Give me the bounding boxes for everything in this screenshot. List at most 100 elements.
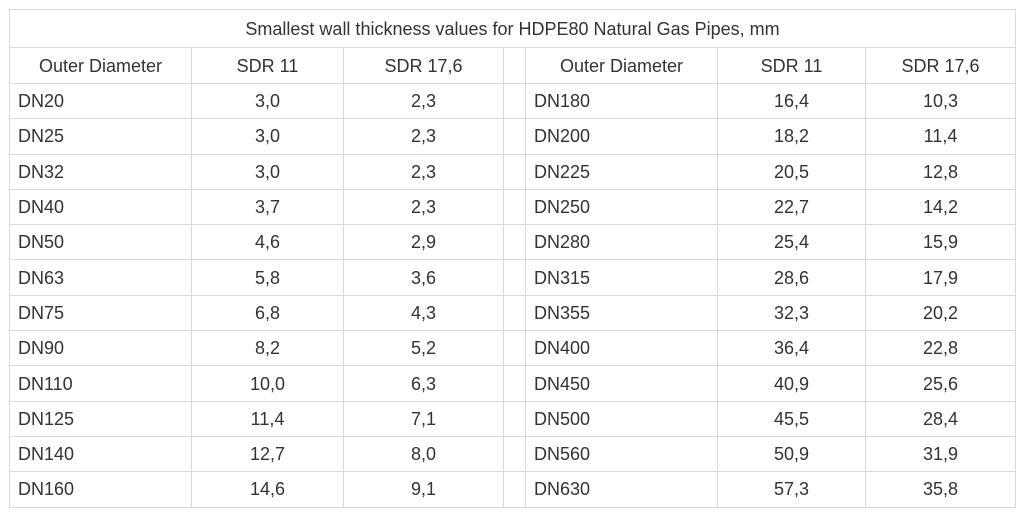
cell-sdr11-right: 28,6: [717, 259, 866, 296]
column-gap: [503, 118, 526, 155]
cell-outer-diameter-left: DN110: [9, 365, 192, 402]
cell-sdr11-left: 14,6: [191, 471, 344, 508]
table-row: DN90 8,2 5,2 DN400 36,4 22,8: [9, 330, 1017, 367]
cell-outer-diameter-right: DN180: [525, 82, 718, 120]
column-gap: [503, 259, 526, 296]
cell-sdr176-left: 3,6: [343, 259, 504, 296]
cell-outer-diameter-left: DN90: [9, 330, 192, 367]
column-gap: [503, 47, 526, 84]
cell-sdr11-left: 4,6: [191, 224, 344, 261]
column-gap: [503, 435, 526, 473]
cell-outer-diameter-left: DN160: [9, 471, 192, 508]
cell-sdr11-right: 45,5: [717, 400, 866, 437]
cell-sdr176-right: 20,2: [864, 294, 1017, 332]
cell-sdr176-right: 17,9: [864, 259, 1017, 296]
cell-outer-diameter-right: DN400: [525, 330, 718, 367]
cell-outer-diameter-left: DN20: [9, 82, 192, 120]
cell-outer-diameter-left: DN75: [9, 294, 192, 332]
cell-outer-diameter-right: DN250: [525, 188, 718, 226]
header-outer-diameter-left: Outer Diameter: [9, 47, 192, 84]
table-row: DN110 10,0 6,3 DN450 40,9 25,6: [9, 365, 1017, 402]
cell-sdr176-right: 31,9: [864, 435, 1017, 473]
cell-sdr176-right: 10,3: [864, 82, 1017, 120]
cell-sdr176-right: 28,4: [864, 400, 1017, 437]
cell-outer-diameter-right: DN630: [525, 471, 718, 508]
cell-sdr11-right: 32,3: [717, 294, 866, 332]
cell-sdr176-left: 2,3: [343, 153, 504, 190]
cell-outer-diameter-left: DN40: [9, 188, 192, 226]
cell-outer-diameter-right: DN225: [525, 153, 718, 190]
table-title: Smallest wall thickness values for HDPE8…: [8, 9, 1017, 48]
cell-outer-diameter-right: DN355: [525, 294, 718, 332]
cell-outer-diameter-left: DN32: [9, 153, 192, 190]
cell-sdr176-right: 12,8: [864, 153, 1017, 190]
column-gap: [503, 365, 526, 402]
cell-sdr11-right: 36,4: [717, 330, 866, 367]
cell-outer-diameter-right: DN315: [525, 259, 718, 296]
column-gap: [503, 330, 526, 367]
cell-outer-diameter-left: DN50: [9, 224, 192, 261]
cell-sdr176-left: 2,9: [343, 224, 504, 261]
cell-sdr176-right: 25,6: [864, 365, 1017, 402]
cell-sdr11-right: 22,7: [717, 188, 866, 226]
cell-outer-diameter-right: DN200: [525, 118, 718, 155]
cell-sdr176-left: 5,2: [343, 330, 504, 367]
cell-sdr176-left: 8,0: [343, 435, 504, 473]
cell-outer-diameter-left: DN125: [9, 400, 192, 437]
cell-sdr11-left: 3,0: [191, 82, 344, 120]
table-row: DN25 3,0 2,3 DN200 18,2 11,4: [9, 118, 1017, 155]
cell-sdr11-left: 3,0: [191, 153, 344, 190]
cell-outer-diameter-right: DN450: [525, 365, 718, 402]
table-row: DN75 6,8 4,3 DN355 32,3 20,2: [9, 294, 1017, 332]
table-row: DN20 3,0 2,3 DN180 16,4 10,3: [9, 82, 1017, 120]
column-gap: [503, 400, 526, 437]
cell-sdr11-left: 12,7: [191, 435, 344, 473]
wall-thickness-table-container: Smallest wall thickness values for HDPE8…: [8, 9, 1017, 509]
column-gap: [503, 294, 526, 332]
column-gap: [503, 82, 526, 120]
cell-sdr176-left: 2,3: [343, 188, 504, 226]
table-row: DN63 5,8 3,6 DN315 28,6 17,9: [9, 259, 1017, 296]
cell-sdr11-right: 18,2: [717, 118, 866, 155]
table-row: DN160 14,6 9,1 DN630 57,3 35,8: [9, 471, 1017, 508]
cell-sdr11-right: 20,5: [717, 153, 866, 190]
header-sdr11-right: SDR 11: [717, 47, 866, 84]
cell-sdr11-left: 6,8: [191, 294, 344, 332]
header-sdr176-right: SDR 17,6: [864, 47, 1017, 84]
header-sdr176-left: SDR 17,6: [343, 47, 504, 84]
cell-outer-diameter-left: DN63: [9, 259, 192, 296]
cell-sdr176-right: 35,8: [864, 471, 1017, 508]
table-row: DN40 3,7 2,3 DN250 22,7 14,2: [9, 188, 1017, 226]
cell-sdr11-right: 40,9: [717, 365, 866, 402]
header-sdr11-left: SDR 11: [191, 47, 344, 84]
cell-sdr11-right: 16,4: [717, 82, 866, 120]
cell-outer-diameter-left: DN140: [9, 435, 192, 473]
cell-sdr11-right: 57,3: [717, 471, 866, 508]
cell-sdr176-left: 4,3: [343, 294, 504, 332]
cell-sdr11-right: 25,4: [717, 224, 866, 261]
column-gap: [503, 153, 526, 190]
cell-sdr176-left: 7,1: [343, 400, 504, 437]
table-body: DN20 3,0 2,3 DN180 16,4 10,3 DN25 3,0 2,3 DN200 18…: [9, 82, 1017, 508]
cell-sdr11-left: 11,4: [191, 400, 344, 437]
cell-sdr176-right: 15,9: [864, 224, 1017, 261]
cell-sdr11-left: 3,7: [191, 188, 344, 226]
table-row: DN32 3,0 2,3 DN225 20,5 12,8: [9, 153, 1017, 190]
cell-sdr11-left: 8,2: [191, 330, 344, 367]
cell-sdr176-right: 14,2: [864, 188, 1017, 226]
cell-outer-diameter-left: DN25: [9, 118, 192, 155]
column-gap: [503, 188, 526, 226]
cell-outer-diameter-right: DN560: [525, 435, 718, 473]
cell-sdr176-left: 6,3: [343, 365, 504, 402]
table-row: DN50 4,6 2,9 DN280 25,4 15,9: [9, 224, 1017, 261]
table-row: DN125 11,4 7,1 DN500 45,5 28,4: [9, 400, 1017, 437]
column-gap: [503, 471, 526, 508]
cell-outer-diameter-right: DN280: [525, 224, 718, 261]
cell-sdr11-right: 50,9: [717, 435, 866, 473]
cell-sdr11-left: 5,8: [191, 259, 344, 296]
cell-sdr176-left: 9,1: [343, 471, 504, 508]
table-row: DN140 12,7 8,0 DN560 50,9 31,9: [9, 435, 1017, 473]
cell-sdr176-left: 2,3: [343, 82, 504, 120]
header-outer-diameter-right: Outer Diameter: [525, 47, 718, 84]
cell-sdr176-right: 11,4: [864, 118, 1017, 155]
